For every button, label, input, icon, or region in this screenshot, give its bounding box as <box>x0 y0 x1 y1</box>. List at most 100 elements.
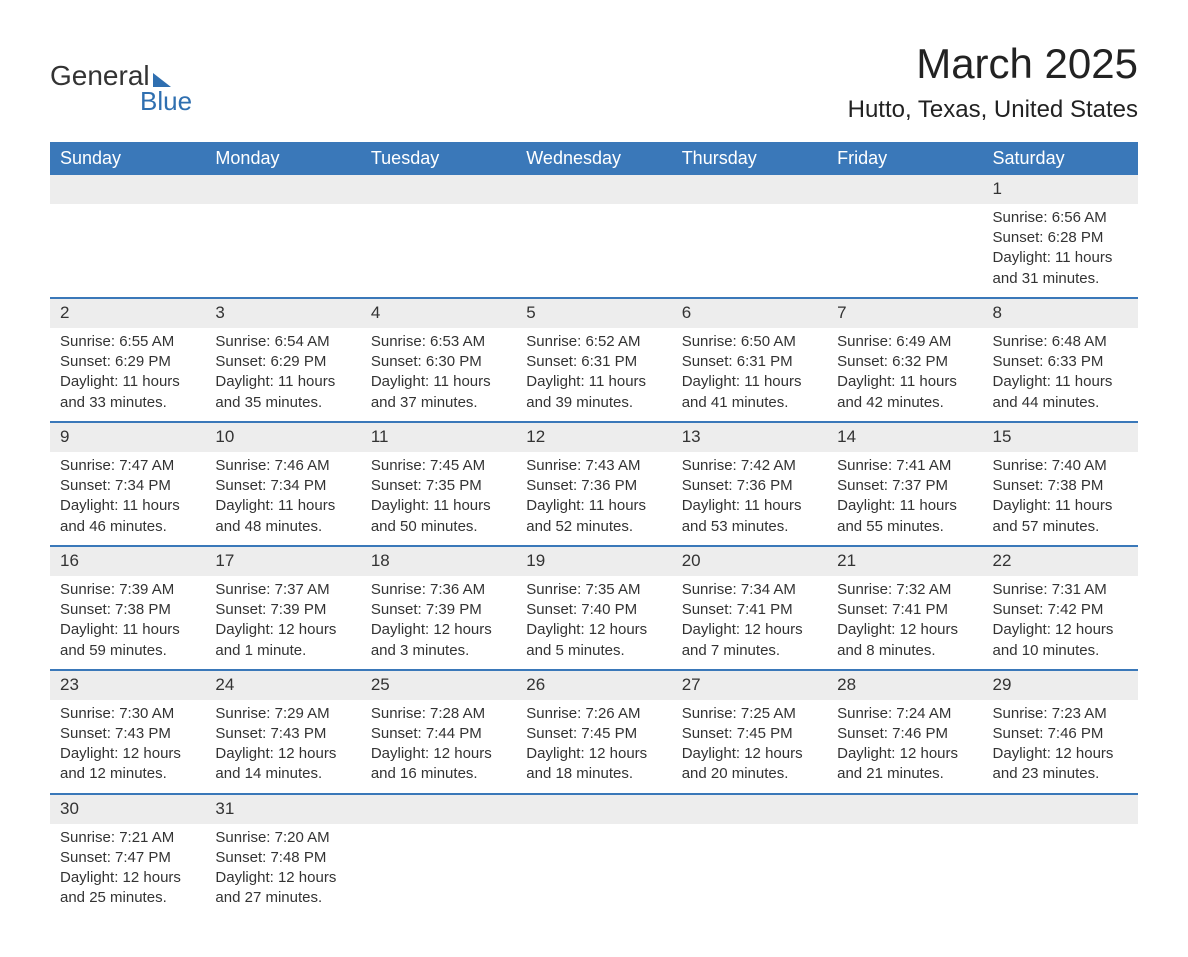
sunrise-text: Sunrise: 7:46 AM <box>215 456 350 476</box>
day-details-cell: Sunrise: 7:21 AMSunset: 7:47 PMDaylight:… <box>50 824 205 917</box>
daylight-line1: Daylight: 11 hours <box>60 372 195 392</box>
day-details-cell: Sunrise: 7:46 AMSunset: 7:34 PMDaylight:… <box>205 452 360 546</box>
sunrise-text: Sunrise: 7:43 AM <box>526 456 661 476</box>
day-details-cell: Sunrise: 7:35 AMSunset: 7:40 PMDaylight:… <box>516 576 671 670</box>
week-daynum-row: 2345678 <box>50 298 1138 328</box>
day-details-cell: Sunrise: 7:36 AMSunset: 7:39 PMDaylight:… <box>361 576 516 670</box>
sunset-text: Sunset: 7:34 PM <box>215 476 350 496</box>
sunrise-text: Sunrise: 7:42 AM <box>682 456 817 476</box>
sunset-text: Sunset: 7:36 PM <box>682 476 817 496</box>
day-details-cell: Sunrise: 7:34 AMSunset: 7:41 PMDaylight:… <box>672 576 827 670</box>
sunrise-text: Sunrise: 7:32 AM <box>837 580 972 600</box>
day-details-cell: Sunrise: 7:43 AMSunset: 7:36 PMDaylight:… <box>516 452 671 546</box>
sunrise-text: Sunrise: 7:24 AM <box>837 704 972 724</box>
day-number-cell: 24 <box>205 670 360 700</box>
sunset-text: Sunset: 6:31 PM <box>682 352 817 372</box>
day-number-cell: 4 <box>361 298 516 328</box>
daylight-line2: and 52 minutes. <box>526 517 661 537</box>
sunrise-text: Sunrise: 7:35 AM <box>526 580 661 600</box>
day-number-cell <box>205 175 360 204</box>
daylight-line2: and 31 minutes. <box>993 269 1128 289</box>
sunset-text: Sunset: 7:45 PM <box>526 724 661 744</box>
calendar-table: Sunday Monday Tuesday Wednesday Thursday… <box>50 142 1138 917</box>
sunset-text: Sunset: 7:37 PM <box>837 476 972 496</box>
day-number-cell: 15 <box>983 422 1138 452</box>
day-number-cell <box>361 794 516 824</box>
sunset-text: Sunset: 7:42 PM <box>993 600 1128 620</box>
sunset-text: Sunset: 7:34 PM <box>60 476 195 496</box>
sunset-text: Sunset: 7:40 PM <box>526 600 661 620</box>
daylight-line1: Daylight: 12 hours <box>371 744 506 764</box>
day-details-cell <box>672 204 827 298</box>
brand-logo: General Blue <box>50 60 192 117</box>
sunset-text: Sunset: 7:48 PM <box>215 848 350 868</box>
day-details-cell: Sunrise: 7:40 AMSunset: 7:38 PMDaylight:… <box>983 452 1138 546</box>
daylight-line2: and 33 minutes. <box>60 393 195 413</box>
sunset-text: Sunset: 7:41 PM <box>682 600 817 620</box>
week-details-row: Sunrise: 6:56 AMSunset: 6:28 PMDaylight:… <box>50 204 1138 298</box>
location-subtitle: Hutto, Texas, United States <box>848 96 1138 124</box>
day-number-cell: 6 <box>672 298 827 328</box>
day-number-cell: 30 <box>50 794 205 824</box>
daylight-line1: Daylight: 11 hours <box>60 496 195 516</box>
sunrise-text: Sunrise: 6:50 AM <box>682 332 817 352</box>
sunset-text: Sunset: 6:28 PM <box>993 228 1128 248</box>
daylight-line1: Daylight: 11 hours <box>837 372 972 392</box>
daylight-line2: and 48 minutes. <box>215 517 350 537</box>
sunrise-text: Sunrise: 7:21 AM <box>60 828 195 848</box>
day-details-cell <box>50 204 205 298</box>
sunrise-text: Sunrise: 6:52 AM <box>526 332 661 352</box>
dayheader-tue: Tuesday <box>361 142 516 175</box>
week-details-row: Sunrise: 7:47 AMSunset: 7:34 PMDaylight:… <box>50 452 1138 546</box>
week-daynum-row: 23242526272829 <box>50 670 1138 700</box>
daylight-line2: and 37 minutes. <box>371 393 506 413</box>
daylight-line2: and 14 minutes. <box>215 764 350 784</box>
day-number-cell: 12 <box>516 422 671 452</box>
day-details-cell: Sunrise: 7:47 AMSunset: 7:34 PMDaylight:… <box>50 452 205 546</box>
daylight-line1: Daylight: 12 hours <box>215 620 350 640</box>
sunrise-text: Sunrise: 7:30 AM <box>60 704 195 724</box>
day-number-cell <box>672 794 827 824</box>
sunrise-text: Sunrise: 6:54 AM <box>215 332 350 352</box>
day-number-cell: 10 <box>205 422 360 452</box>
daylight-line1: Daylight: 11 hours <box>682 372 817 392</box>
daylight-line2: and 8 minutes. <box>837 641 972 661</box>
sunset-text: Sunset: 7:47 PM <box>60 848 195 868</box>
sunrise-text: Sunrise: 7:28 AM <box>371 704 506 724</box>
day-number-cell: 29 <box>983 670 1138 700</box>
day-details-cell <box>361 204 516 298</box>
sunrise-text: Sunrise: 6:49 AM <box>837 332 972 352</box>
dayheader-fri: Friday <box>827 142 982 175</box>
week-daynum-row: 16171819202122 <box>50 546 1138 576</box>
day-details-cell: Sunrise: 6:55 AMSunset: 6:29 PMDaylight:… <box>50 328 205 422</box>
sunrise-text: Sunrise: 7:41 AM <box>837 456 972 476</box>
sunrise-text: Sunrise: 7:45 AM <box>371 456 506 476</box>
day-number-cell: 26 <box>516 670 671 700</box>
dayheader-mon: Monday <box>205 142 360 175</box>
day-details-cell: Sunrise: 6:54 AMSunset: 6:29 PMDaylight:… <box>205 328 360 422</box>
sunset-text: Sunset: 6:29 PM <box>60 352 195 372</box>
day-number-cell <box>827 794 982 824</box>
sunrise-text: Sunrise: 6:55 AM <box>60 332 195 352</box>
sunset-text: Sunset: 7:41 PM <box>837 600 972 620</box>
day-header-row: Sunday Monday Tuesday Wednesday Thursday… <box>50 142 1138 175</box>
dayheader-sat: Saturday <box>983 142 1138 175</box>
day-number-cell: 5 <box>516 298 671 328</box>
sunrise-text: Sunrise: 6:53 AM <box>371 332 506 352</box>
daylight-line1: Daylight: 11 hours <box>682 496 817 516</box>
day-details-cell <box>672 824 827 917</box>
daylight-line2: and 18 minutes. <box>526 764 661 784</box>
day-details-cell: Sunrise: 7:24 AMSunset: 7:46 PMDaylight:… <box>827 700 982 794</box>
sunset-text: Sunset: 7:46 PM <box>837 724 972 744</box>
daylight-line1: Daylight: 12 hours <box>60 868 195 888</box>
daylight-line1: Daylight: 12 hours <box>682 620 817 640</box>
daylight-line2: and 42 minutes. <box>837 393 972 413</box>
sunrise-text: Sunrise: 7:29 AM <box>215 704 350 724</box>
day-details-cell: Sunrise: 7:23 AMSunset: 7:46 PMDaylight:… <box>983 700 1138 794</box>
day-details-cell <box>827 824 982 917</box>
day-details-cell: Sunrise: 7:32 AMSunset: 7:41 PMDaylight:… <box>827 576 982 670</box>
day-details-cell: Sunrise: 7:29 AMSunset: 7:43 PMDaylight:… <box>205 700 360 794</box>
daylight-line2: and 5 minutes. <box>526 641 661 661</box>
sunrise-text: Sunrise: 7:47 AM <box>60 456 195 476</box>
sunrise-text: Sunrise: 6:48 AM <box>993 332 1128 352</box>
